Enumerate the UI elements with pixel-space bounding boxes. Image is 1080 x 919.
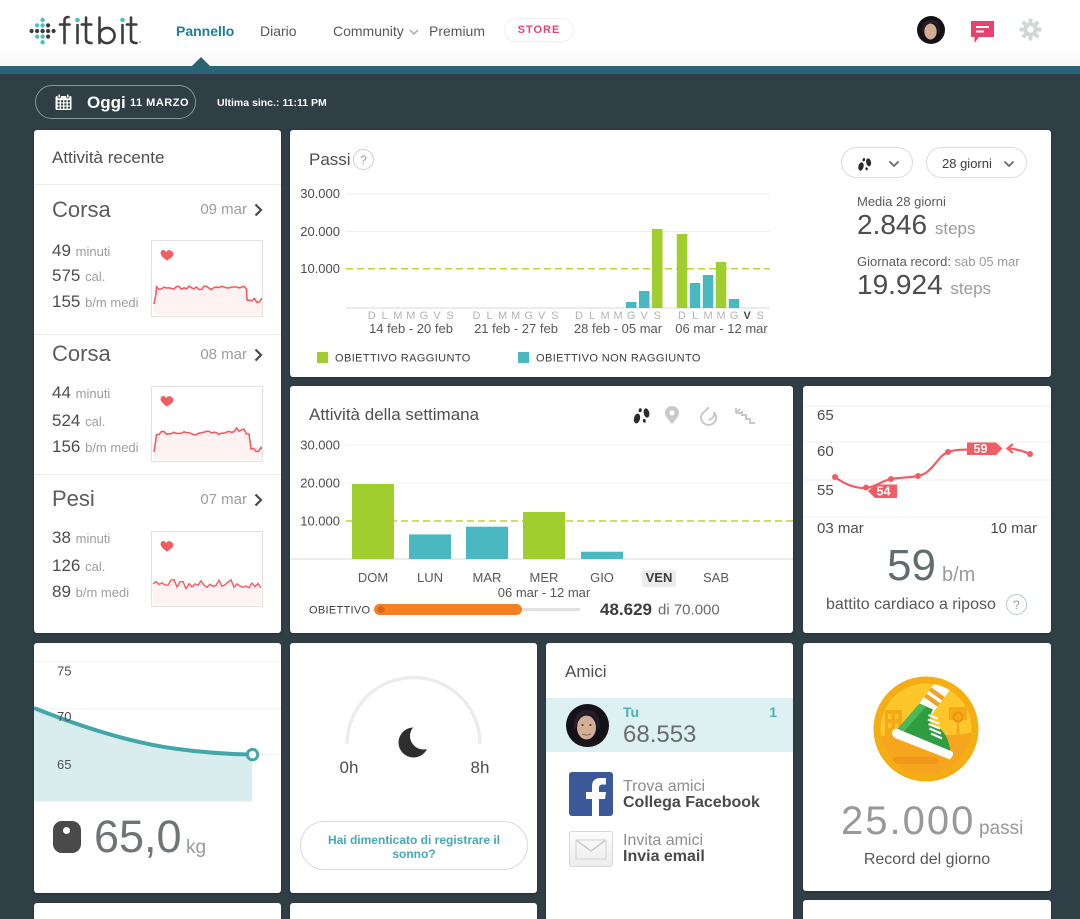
- svg-text:V: V: [433, 310, 441, 322]
- svg-text:59: 59: [974, 442, 988, 456]
- svg-text:55: 55: [817, 482, 834, 499]
- svg-text:M: M: [614, 310, 623, 322]
- svg-text:MAR: MAR: [473, 570, 502, 585]
- svg-text:SAB: SAB: [703, 570, 729, 585]
- svg-text:MER: MER: [530, 570, 559, 585]
- svg-text:V: V: [744, 310, 752, 322]
- svg-text:70: 70: [57, 709, 71, 724]
- svg-text:65: 65: [817, 407, 834, 424]
- svg-text:10.000: 10.000: [300, 261, 340, 276]
- svg-text:L: L: [692, 310, 698, 322]
- svg-text:GIO: GIO: [590, 570, 614, 585]
- svg-text:M: M: [406, 310, 415, 322]
- svg-text:30.000: 30.000: [300, 438, 340, 453]
- svg-text:M: M: [704, 310, 713, 322]
- svg-text:0h: 0h: [340, 758, 359, 777]
- svg-text:8h: 8h: [471, 758, 490, 777]
- svg-text:OBIETTIVO RAGGIUNTO: OBIETTIVO RAGGIUNTO: [335, 353, 471, 365]
- svg-text:M: M: [511, 310, 520, 322]
- svg-text:S: S: [446, 310, 453, 322]
- svg-text:65: 65: [57, 757, 71, 772]
- svg-text:20.000: 20.000: [300, 476, 340, 491]
- svg-text:06 mar - 12 mar: 06 mar - 12 mar: [675, 321, 768, 336]
- svg-text:D: D: [473, 310, 481, 322]
- svg-text:V: V: [641, 310, 649, 322]
- svg-text:M: M: [498, 310, 507, 322]
- svg-text:D: D: [575, 310, 583, 322]
- svg-text:54: 54: [877, 485, 891, 499]
- svg-text:L: L: [486, 310, 492, 322]
- svg-text:VEN: VEN: [646, 570, 673, 585]
- svg-text:30.000: 30.000: [300, 186, 340, 201]
- svg-text:OBIETTIVO: OBIETTIVO: [309, 605, 371, 617]
- svg-text:10 mar: 10 mar: [990, 520, 1037, 537]
- svg-text:S: S: [757, 310, 764, 322]
- svg-text:L: L: [382, 310, 388, 322]
- svg-text:L: L: [589, 310, 595, 322]
- svg-text:M: M: [601, 310, 610, 322]
- svg-text:48.629: 48.629: [600, 600, 652, 619]
- svg-text:D: D: [678, 310, 686, 322]
- svg-text:S: S: [551, 310, 558, 322]
- svg-text:M: M: [717, 310, 726, 322]
- svg-text:G: G: [730, 310, 739, 322]
- svg-text:60: 60: [817, 443, 834, 460]
- svg-text:di 70.000: di 70.000: [658, 602, 720, 619]
- svg-text:LUN: LUN: [417, 570, 443, 585]
- svg-text:G: G: [627, 310, 636, 322]
- svg-text:03 mar: 03 mar: [817, 520, 864, 537]
- svg-text:V: V: [538, 310, 546, 322]
- svg-text:D: D: [368, 310, 376, 322]
- svg-text:75: 75: [57, 664, 71, 679]
- svg-text:M: M: [393, 310, 402, 322]
- svg-text:28 feb - 05 mar: 28 feb - 05 mar: [574, 321, 663, 336]
- svg-text:S: S: [654, 310, 661, 322]
- svg-text:20.000: 20.000: [300, 224, 340, 239]
- svg-text:G: G: [420, 310, 429, 322]
- svg-text:10.000: 10.000: [300, 514, 340, 529]
- svg-text:DOM: DOM: [358, 570, 388, 585]
- svg-text:14 feb - 20 feb: 14 feb - 20 feb: [369, 321, 453, 336]
- svg-text:OBIETTIVO NON RAGGIUNTO: OBIETTIVO NON RAGGIUNTO: [536, 353, 701, 365]
- svg-text:06 mar - 12 mar: 06 mar - 12 mar: [498, 585, 591, 600]
- svg-text:21 feb - 27 feb: 21 feb - 27 feb: [474, 321, 558, 336]
- svg-text:G: G: [524, 310, 533, 322]
